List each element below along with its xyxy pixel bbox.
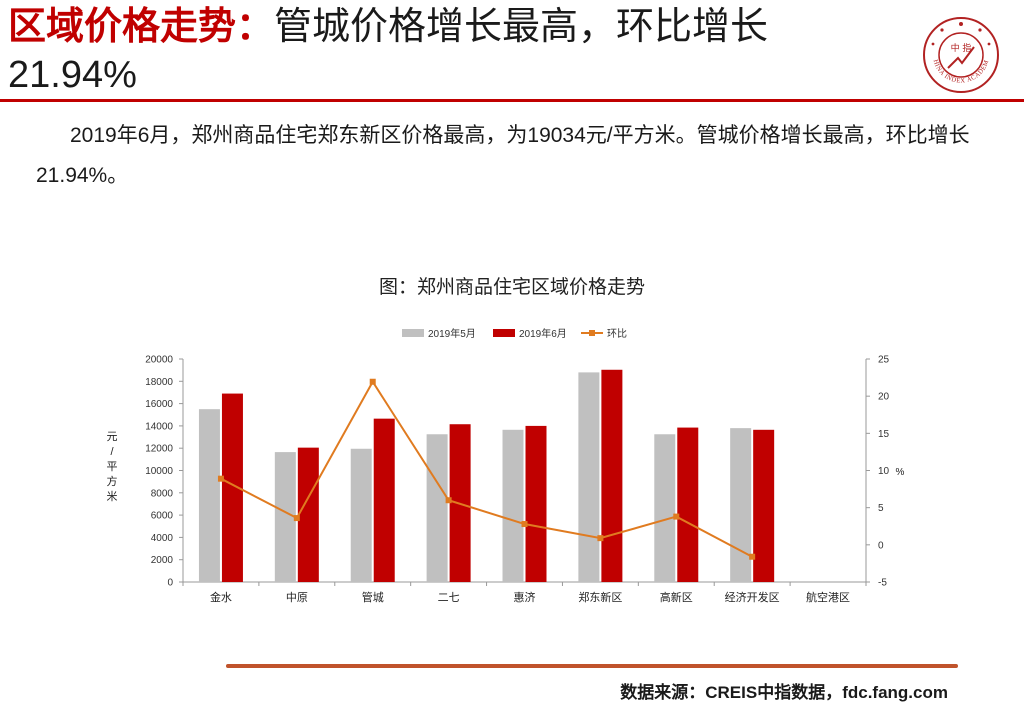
bar-june [297,447,319,582]
y-axis-label: 米 [107,490,118,503]
legend-label: 2019年6月 [519,327,567,340]
mom-point [217,475,224,482]
legend-swatch [402,329,424,337]
legend-swatch-marker [589,330,595,336]
bar-june [677,427,699,582]
mom-point [673,513,680,520]
footer-divider [226,664,958,668]
y-tick-label: 20000 [145,355,173,366]
bar-may [578,372,600,582]
price-trend-chart: 0 2000 4000 6000 8000 10000 12000 14000 16000 180… [107,327,905,604]
header-divider [0,99,1024,102]
mom-point [369,378,376,385]
x-tick-label: 管城 [362,590,384,604]
x-tick-label: 高新区 [660,590,693,604]
bar-may [730,428,752,582]
legend-swatch [493,329,515,337]
summary-paragraph: 2019年6月，郑州商品住宅郑东新区价格最高，为19034元/平方米。管城价格增… [36,124,970,187]
bar-june [753,429,775,582]
y-tick-label: 16000 [145,399,173,410]
bar-may [426,434,448,582]
y-tick-label: 14000 [145,421,173,432]
mom-point [293,515,300,522]
y-tick-label: 8000 [151,488,174,499]
bar-june [373,418,395,582]
mom-line [220,379,753,558]
y-tick-label: 0 [167,578,173,589]
x-tick-label: 郑东新区 [578,590,622,604]
mom-point [749,553,756,560]
y-axis-label: 方 [107,474,118,488]
x-tick-label: 金水 [210,590,232,604]
x-tick-label: 中原 [286,591,308,604]
bar-june [525,425,547,582]
page-title: 区域价格走势：管城价格增长最高，环比增长 [8,4,768,50]
mom-point [445,497,452,504]
x-tick-label: 二七 [438,591,460,604]
data-source: 数据来源：CREIS中指数据，fdc.fang.com [620,683,948,702]
mom-point [597,535,604,542]
y-axis-label: 元 [107,431,118,443]
x-tick-label: 惠济 [514,590,536,604]
y-tick-label: 4000 [151,533,174,544]
y-tick-label: 10000 [145,466,173,477]
china-index-academy-logo: CHINA INDEX ACADEMY 中 指 [922,16,999,93]
chart-title: 图：郑州商品住宅区域价格走势 [378,277,645,298]
page-title-colon: ： [236,6,275,48]
page-title-rest: 管城价格增长最高，环比增长 [274,6,769,48]
bar-may [198,409,220,582]
legend-label: 2019年5月 [428,327,476,340]
y-tick-label: 2000 [151,555,174,566]
x-tick-label: 经济开发区 [725,590,780,604]
y2-tick-label: 10 [878,466,890,477]
y2-tick-label: -5 [878,578,887,589]
y2-axis-label: % [896,467,905,478]
page-title-keyword: 区域价格走势 [8,6,237,48]
bar-may [654,434,676,582]
bar-may [274,452,296,582]
x-tick-label: 航空港区 [806,590,850,604]
y2-tick-label: 15 [878,429,890,440]
y2-tick-label: 0 [878,540,884,551]
y-tick-label: 18000 [145,377,173,388]
logo-center-text: 中 指 [951,42,972,54]
page-title-line2: 21.94% [8,54,137,96]
bar-may [502,429,524,582]
bar-june [221,393,243,582]
y2-tick-label: 5 [878,503,884,514]
y2-tick-label: 20 [878,392,890,403]
bar-june [601,369,623,582]
y-tick-label: 6000 [151,511,174,522]
y2-tick-label: 25 [878,355,890,366]
bar-may [350,448,372,582]
y-axis-label: / [110,446,114,458]
legend-label: 环比 [607,328,627,340]
y-axis-label: 平 [107,461,118,473]
mom-point [521,521,528,528]
y-tick-label: 12000 [145,444,173,455]
